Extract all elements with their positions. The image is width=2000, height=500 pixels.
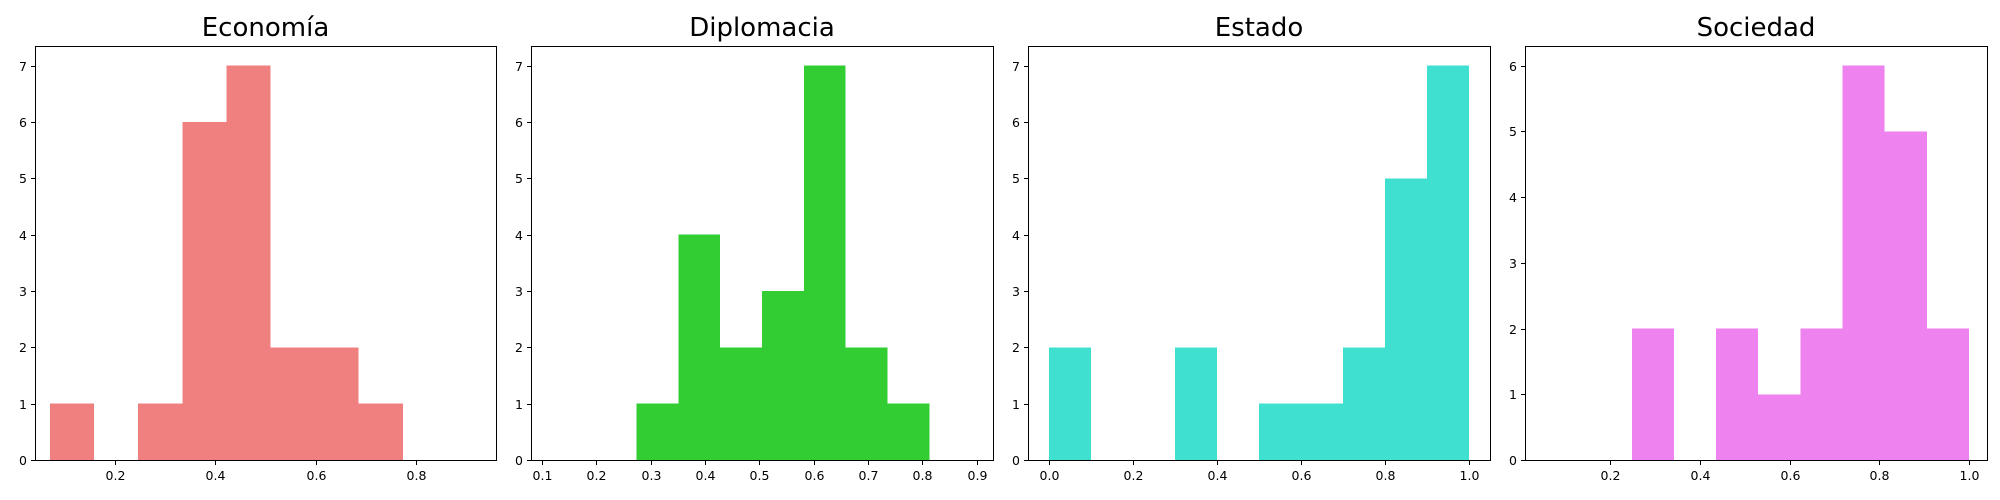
y-tick-label: 1 (515, 397, 523, 412)
x-tick-label: 0.4 (1208, 468, 1228, 483)
histogram-bar (803, 65, 846, 460)
y-tick-label: 1 (1509, 387, 1517, 402)
histogram-bar (1343, 347, 1385, 460)
y-tick-label: 3 (515, 284, 523, 299)
histogram-bar (314, 347, 359, 460)
y-tick-label: 7 (515, 59, 523, 74)
y-tick-label: 0 (1012, 453, 1020, 468)
y-tick-label: 1 (19, 397, 27, 412)
histogram-bar (762, 291, 804, 460)
y-tick-label: 2 (1509, 322, 1517, 337)
histogram-bar (845, 347, 888, 460)
y-tick-label: 3 (1509, 256, 1517, 271)
y-tick-label: 6 (1509, 59, 1517, 74)
histogram-bar (50, 403, 95, 460)
histogram-bar (1259, 403, 1301, 460)
axes-frame (531, 46, 994, 461)
y-tick-label: 4 (515, 228, 523, 243)
histogram-bar (636, 403, 679, 460)
y-tick-label: 5 (515, 171, 523, 186)
x-tick-label: 0.8 (1376, 468, 1396, 483)
panel-diplomacia: Diplomacia 0.1 0.2 0.3 0.4 0.5 0.6 0.7 0.8 0.9 0 1 2… (515, 13, 994, 483)
histogram-bar (1926, 328, 1970, 460)
panel-sociedad: Sociedad 0.2 0.4 0.6 0.8 1.0 0 1 2 3 4 5 6 (1509, 13, 1988, 483)
x-tick-label: 0.9 (968, 468, 988, 483)
y-tick-label: 2 (19, 340, 27, 355)
x-tick-label: 0.3 (642, 468, 662, 483)
x-tick-label: 0.8 (1870, 468, 1890, 483)
panel-economia: Economía 0.2 0.4 0.6 0.8 0 1 2 3 4 5 6 7 (19, 13, 497, 483)
x-tick-label: 0.1 (533, 468, 553, 483)
histogram-bar (1427, 65, 1469, 460)
x-tick-label: 0.8 (913, 468, 933, 483)
y-tick-label: 6 (19, 115, 27, 130)
y-tick-label: 0 (1509, 453, 1517, 468)
histogram-bar (678, 234, 721, 460)
axes-frame (35, 46, 497, 461)
histogram-bar (1175, 347, 1217, 460)
x-tick-label: 0.8 (407, 468, 427, 483)
x-tick-label: 0.4 (206, 468, 226, 483)
axes-frame (1525, 46, 1988, 461)
y-tick-label: 4 (1012, 228, 1020, 243)
histogram-bar (358, 403, 403, 460)
histogram-bar (1049, 347, 1091, 460)
x-tick-label: 0.7 (859, 468, 879, 483)
y-tick-label: 2 (1012, 340, 1020, 355)
panel-title-sociedad: Sociedad (1697, 13, 1816, 43)
x-tick-label: 0.5 (750, 468, 770, 483)
histogram-bar (1385, 178, 1427, 460)
y-tick-label: 6 (515, 115, 523, 130)
histogram-bar (182, 122, 227, 460)
histogram-bar (720, 347, 762, 460)
panel-title-diplomacia: Diplomacia (689, 13, 835, 43)
y-tick-label: 4 (1509, 190, 1517, 205)
y-tick-label: 2 (515, 340, 523, 355)
y-tick-label: 6 (1012, 115, 1020, 130)
histogram-bar (270, 347, 315, 460)
y-tick-label: 7 (19, 59, 27, 74)
histogram-bar (226, 65, 271, 460)
x-tick-label: 0.4 (696, 468, 716, 483)
x-tick-label: 0.6 (307, 468, 327, 483)
histogram-bar (1758, 394, 1801, 460)
y-tick-label: 3 (1012, 284, 1020, 299)
histogram-bar (138, 403, 183, 460)
axes-frame (1028, 46, 1491, 461)
panel-title-economia: Economía (202, 13, 330, 43)
x-tick-label: 0.6 (1781, 468, 1801, 483)
x-tick-label: 0.4 (1691, 468, 1711, 483)
histogram-bar (1842, 65, 1885, 460)
histogram-bar (1716, 328, 1759, 460)
histogram-bar (1631, 328, 1674, 460)
y-tick-label: 3 (19, 284, 27, 299)
histogram-bar (1800, 328, 1843, 460)
x-tick-label: 0.2 (1124, 468, 1144, 483)
histogram-bar (887, 403, 930, 460)
x-tick-label: 1.0 (1960, 468, 1980, 483)
histogram-bar (1884, 131, 1927, 460)
y-tick-label: 4 (19, 228, 27, 243)
panel-title-estado: Estado (1215, 13, 1304, 43)
x-tick-label: 0.6 (1292, 468, 1312, 483)
x-tick-label: 0.2 (1601, 468, 1621, 483)
y-tick-label: 5 (1509, 124, 1517, 139)
panel-estado: Estado 0.0 0.2 0.4 0.6 0.8 1.0 0 1 2 3 4 5 6 7 (1012, 13, 1491, 483)
x-tick-label: 1.0 (1460, 468, 1480, 483)
y-tick-label: 0 (515, 453, 523, 468)
y-tick-label: 5 (19, 171, 27, 186)
x-tick-label: 0.0 (1040, 468, 1060, 483)
x-tick-label: 0.6 (805, 468, 825, 483)
histogram-bar (1301, 403, 1343, 460)
y-tick-label: 1 (1012, 397, 1020, 412)
y-tick-label: 5 (1012, 171, 1020, 186)
x-tick-label: 0.2 (106, 468, 126, 483)
x-tick-label: 0.2 (587, 468, 607, 483)
y-tick-label: 0 (19, 453, 27, 468)
y-tick-label: 7 (1012, 59, 1020, 74)
